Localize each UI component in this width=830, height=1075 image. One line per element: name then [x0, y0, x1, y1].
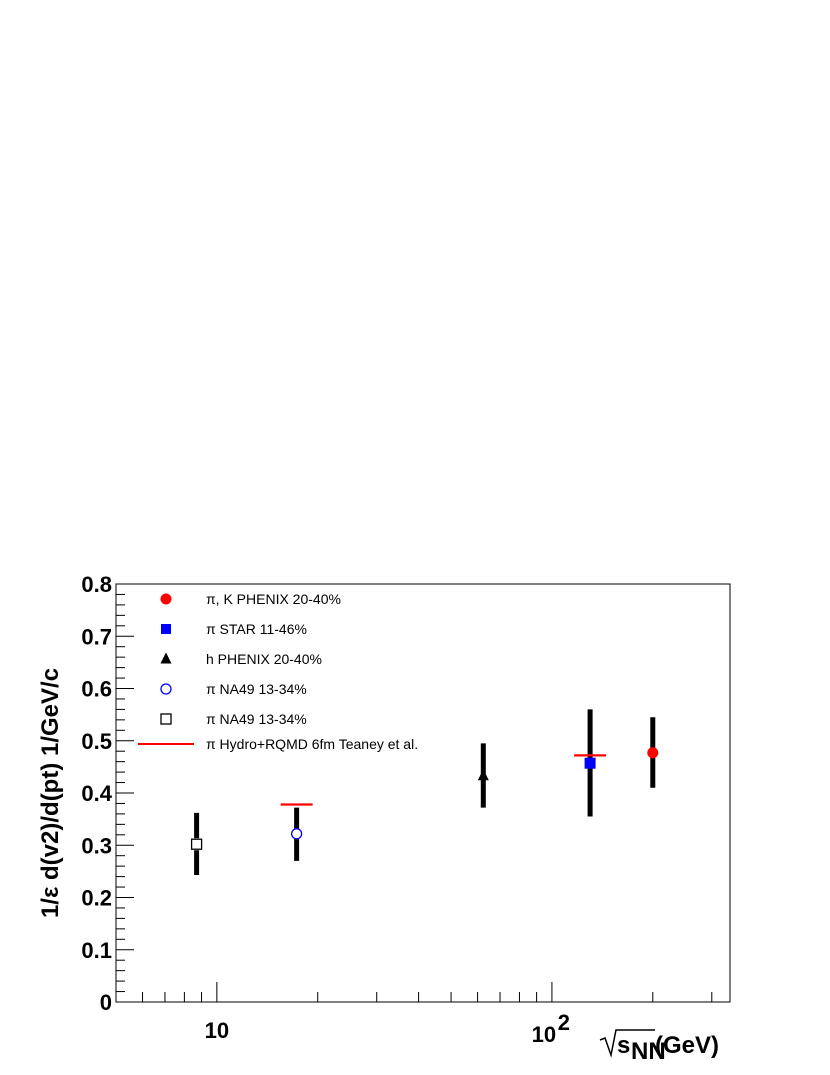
y-tick-label: 0.8	[81, 572, 112, 597]
marker-backing	[291, 828, 303, 840]
x-axis-title-radicand: s	[617, 1032, 630, 1059]
data-point	[477, 769, 489, 781]
marker-backing	[190, 838, 203, 851]
legend-label: π STAR 11-46%	[206, 621, 307, 637]
x-axis-title-unit: (GeV)	[655, 1032, 719, 1059]
y-tick-label: 0.4	[81, 781, 112, 806]
legend-label: π NA49 13-34%	[206, 711, 307, 727]
y-tick-label: 0	[100, 990, 112, 1015]
data-point	[290, 828, 303, 840]
axis-tick-labels: 00.10.20.30.40.50.60.70.810 10 2	[81, 572, 570, 1047]
data-marks	[190, 709, 659, 876]
y-axis-title: 1/ε d(v2)/d(pt) 1/GeV/c	[37, 668, 64, 918]
y-tick-label: 0.7	[81, 624, 112, 649]
y-tick-label: 0.5	[81, 729, 112, 754]
y-tick-label: 0.6	[81, 677, 112, 702]
data-point	[584, 757, 596, 769]
legend-label: π, K PHENIX 20-40%	[206, 591, 341, 607]
x-tick-label-10: 10	[205, 1018, 229, 1043]
legend-marker	[160, 652, 172, 664]
x-tick-label-100: 10	[532, 1022, 556, 1047]
legend-marker	[160, 683, 172, 695]
y-tick-label: 0.2	[81, 886, 112, 911]
legend-marker	[160, 713, 172, 725]
data-point	[647, 747, 659, 759]
y-tick-label: 0.1	[81, 938, 112, 963]
legend-label: h PHENIX 20-40%	[206, 651, 322, 667]
sqrt-symbol	[599, 1029, 655, 1058]
legend-label: π Hydro+RQMD 6fm Teaney et al.	[206, 736, 418, 752]
legend: π, K PHENIX 20-40% π STAR 11-46% h PHENIX …	[116, 583, 462, 752]
legend-marker	[161, 624, 171, 634]
y-tick-label: 0.3	[81, 833, 112, 858]
x-axis-title-subscript: NN	[631, 1038, 666, 1065]
data-point	[190, 838, 203, 850]
x-axis-title: s NN (GeV)	[599, 1029, 719, 1065]
axis-ticks	[115, 583, 713, 1003]
x-tick-label-100-exponent: 2	[558, 1010, 570, 1035]
legend-label: π NA49 13-34%	[206, 681, 307, 697]
legend-marker	[160, 593, 172, 605]
